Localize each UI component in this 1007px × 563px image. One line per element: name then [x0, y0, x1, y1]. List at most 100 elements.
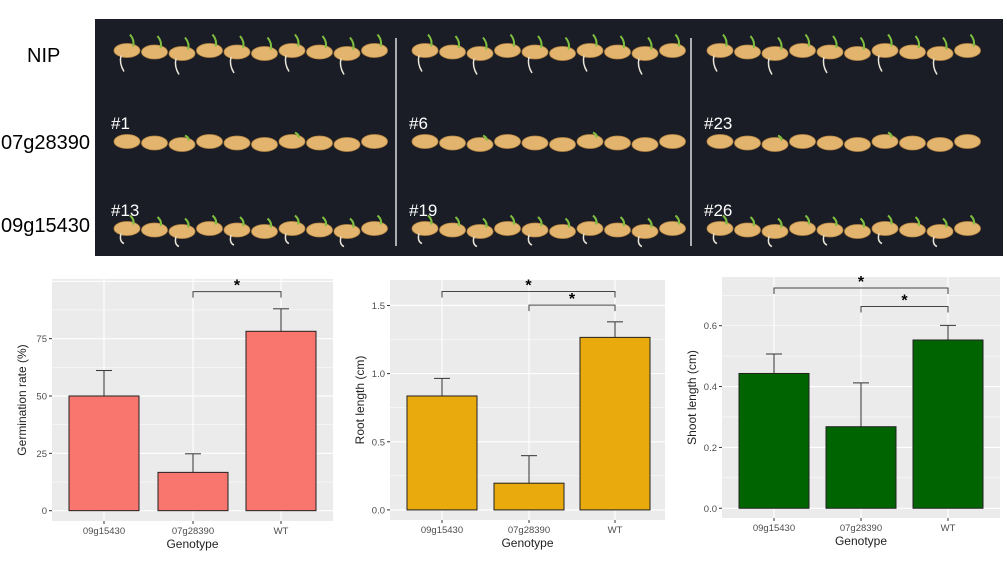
rice-seed — [521, 135, 549, 151]
rice-seed — [141, 44, 168, 60]
y-tick-label: 0.2 — [704, 443, 717, 454]
rice-seed — [576, 43, 604, 58]
seedling-shoot — [537, 216, 543, 227]
seedling-shoot — [454, 216, 461, 227]
seedling-shoot — [749, 216, 756, 227]
bar-WT — [579, 336, 651, 511]
seedling-root — [339, 58, 345, 75]
y-tick-label: 0.6 — [704, 321, 717, 332]
seedling-shoot — [749, 35, 756, 49]
x-axis-label: Genotype — [166, 537, 218, 551]
seedling-shoot — [942, 217, 948, 228]
seedling-shoot — [592, 33, 598, 47]
y-tick-label: 0.5 — [372, 437, 385, 448]
seedling-shoot — [321, 35, 328, 49]
rice-seed — [659, 134, 686, 149]
rice-seed — [734, 135, 761, 151]
seedling-root — [877, 55, 883, 72]
seedling-shoot — [804, 214, 811, 225]
rice-seed — [466, 224, 494, 239]
seedling-shoot — [211, 214, 218, 225]
y-axis-label: Shoot length (cm) — [685, 350, 699, 445]
significance-bracket — [773, 287, 949, 294]
rice-seed — [361, 43, 388, 58]
significance-star: * — [901, 293, 908, 310]
rice-seed — [113, 43, 141, 58]
seedling-shoot — [184, 217, 190, 228]
seedling-root — [822, 234, 828, 246]
seedling-shoot — [832, 216, 838, 227]
seedling-shoot — [592, 214, 598, 225]
seedling-shoot — [482, 36, 488, 50]
seedling-shoot — [129, 33, 135, 47]
seedling-root — [174, 236, 180, 248]
seedling-shoot — [647, 36, 653, 50]
seedling-root — [472, 58, 478, 75]
x-tick-label: 07g28390 — [840, 523, 882, 534]
rice-seed — [899, 135, 926, 151]
seedling-shoot — [454, 35, 461, 49]
seedling-shoot — [239, 35, 245, 49]
seedling-shoot — [427, 33, 433, 47]
seedling-root — [417, 233, 423, 245]
y-axis-label: Germination rate (%) — [15, 344, 29, 455]
row-label-07g28390: 07g28390 — [1, 132, 90, 154]
seedling-shoot — [294, 214, 300, 225]
rice-seed — [361, 221, 388, 236]
seedling-shoot — [294, 33, 300, 47]
bar-WT — [245, 330, 317, 512]
seedling-shoot — [887, 131, 893, 139]
rice-seed — [494, 221, 521, 236]
rice-seed — [411, 134, 439, 149]
rice-seed — [789, 43, 816, 58]
rice-seed — [494, 43, 521, 58]
seedling-root — [229, 234, 235, 246]
rice-seed — [706, 134, 734, 149]
rice-seed — [954, 134, 981, 149]
seed-germination-photo: #1 #6 #23 #13 #19 #26 — [95, 19, 1003, 256]
rice-seed — [604, 44, 631, 60]
seedling-root — [637, 58, 643, 75]
rice-seed — [631, 137, 659, 152]
significance-star: * — [858, 274, 865, 291]
rice-seed — [761, 224, 789, 239]
y-tick-label: 50 — [36, 391, 47, 402]
rice-seed — [333, 137, 361, 152]
y-tick-label: 0.0 — [704, 504, 717, 515]
rice-seed — [604, 135, 631, 151]
bar-07g28390 — [493, 482, 565, 511]
seedling-shoot — [184, 36, 190, 50]
rice-seed — [466, 137, 494, 152]
seedling-shoot — [184, 134, 190, 142]
x-axis-label: Genotype — [501, 536, 553, 550]
rice-seed — [113, 134, 141, 149]
chart-0: 0 25 50 75 09g15430 07g28390 WT Genotype Germina… — [15, 278, 333, 551]
seedling-root — [174, 58, 180, 75]
rice-seed — [871, 221, 899, 236]
significance-star: * — [569, 291, 576, 308]
seedling-shoot — [777, 217, 783, 228]
rice-seed — [251, 137, 278, 152]
line-label: #19 — [409, 201, 437, 220]
seedling-shoot — [509, 214, 516, 225]
seedling-root — [417, 55, 423, 72]
x-tick-label: WT — [941, 523, 956, 534]
seedling-shoot — [969, 33, 976, 47]
rice-seed — [439, 222, 466, 238]
line-label: #6 — [409, 114, 428, 133]
seedling-root — [877, 233, 883, 245]
rice-seed — [871, 43, 899, 58]
rice-seed — [278, 43, 306, 58]
rice-seed — [761, 137, 789, 152]
rice-seed — [141, 222, 168, 238]
y-tick-label: 0 — [42, 506, 47, 517]
seedling-root — [932, 58, 938, 75]
seedling-shoot — [804, 33, 811, 47]
x-tick-label: WT — [274, 526, 289, 537]
seedling-shoot — [156, 35, 163, 49]
rice-seed — [494, 134, 521, 149]
rice-seed — [196, 221, 223, 236]
chart-2: 0.0 0.2 0.4 0.6 09g15430 07g28390 WT Genotype Sh… — [685, 274, 1000, 548]
seedling-root — [119, 233, 125, 245]
